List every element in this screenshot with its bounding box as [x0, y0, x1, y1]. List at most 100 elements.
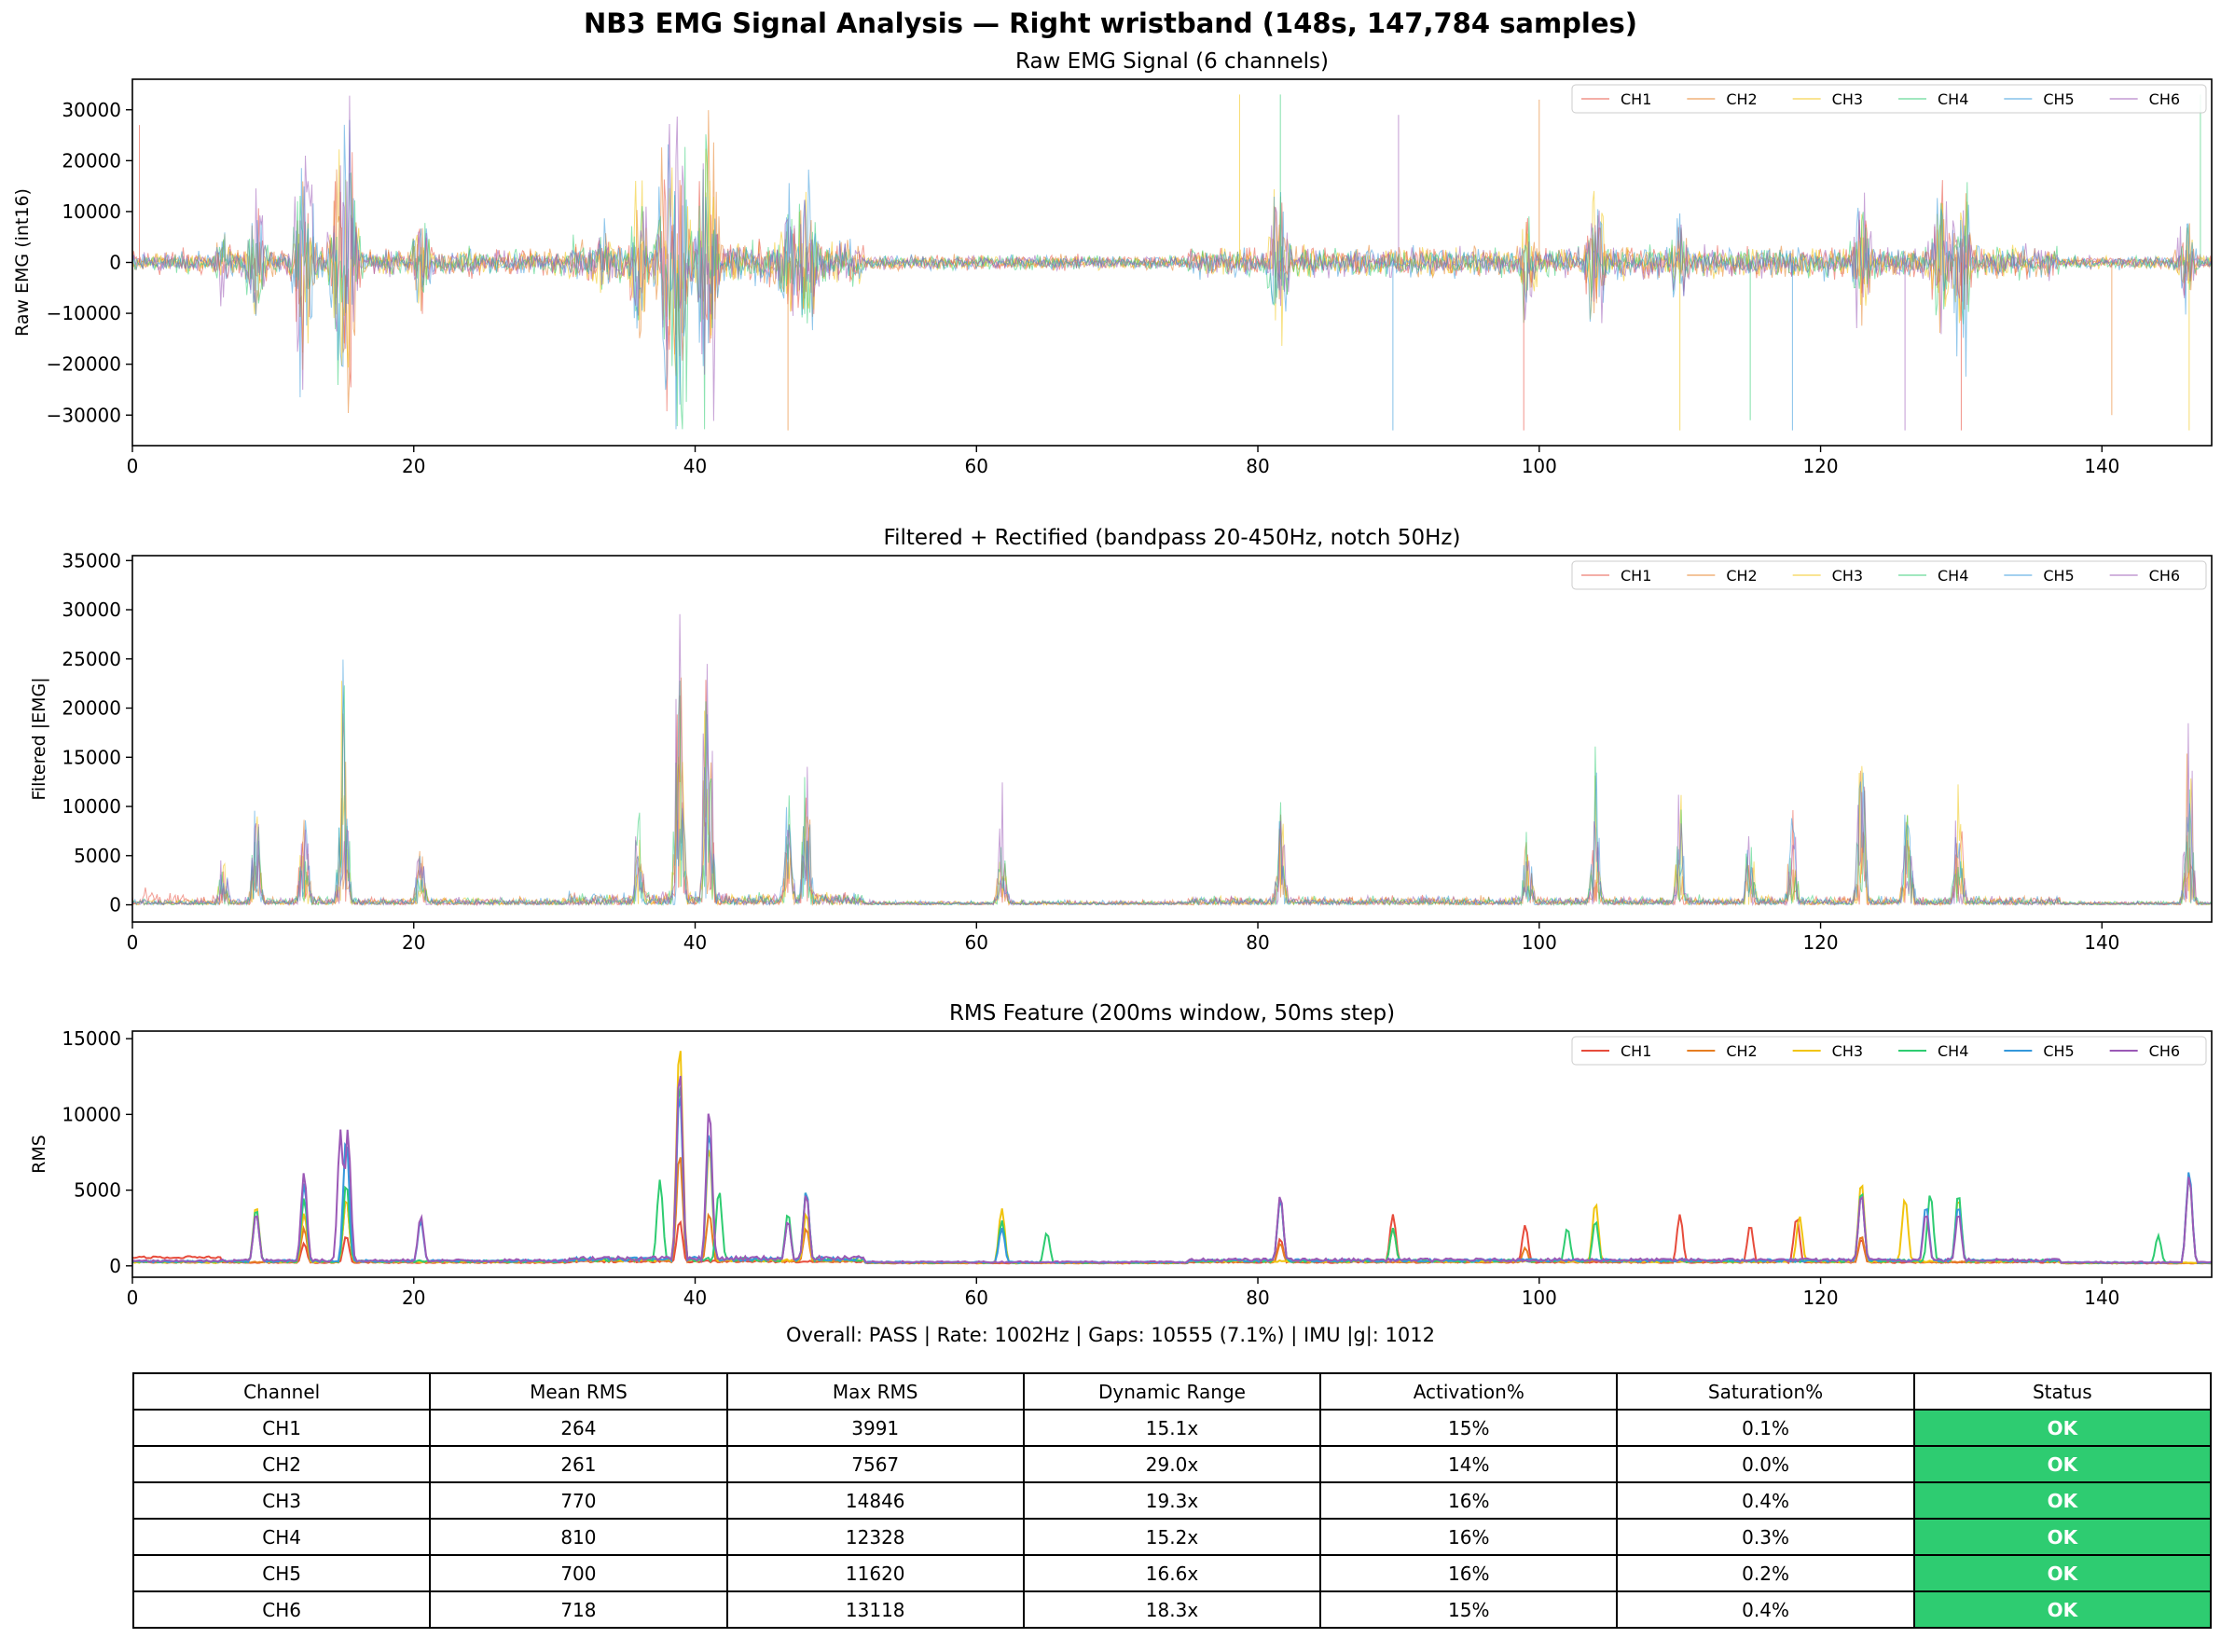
x-tick-label: 0: [127, 1287, 139, 1309]
table-cell: 14846: [725, 1481, 1025, 1520]
table-cell: 16%: [1319, 1518, 1619, 1556]
table-cell: 19.3x: [1022, 1481, 1322, 1520]
axes-frame: [131, 555, 2213, 923]
legend-label: CH1: [1621, 567, 1651, 585]
x-tick-label: 80: [1246, 1287, 1269, 1309]
y-tick-label: 10000: [62, 200, 121, 223]
table-cell: 15%: [1319, 1409, 1619, 1447]
figure-title: NB3 EMG Signal Analysis — Right wristban…: [583, 7, 1638, 39]
y-tick-label: −10000: [47, 302, 121, 324]
legend-label: CH1: [1621, 1042, 1651, 1060]
legend-label: CH4: [1938, 1042, 1968, 1060]
channel-summary-table: Channel Mean RMS Max RMS Dynamic Range A…: [131, 1372, 2213, 1629]
x-tick-label: 100: [1522, 1287, 1557, 1309]
legend-label: CH3: [1832, 567, 1863, 585]
series-ch5-line: [132, 659, 2212, 907]
table-cell: 16%: [1319, 1554, 1619, 1592]
legend-label: CH1: [1621, 90, 1651, 108]
y-tick-label: 15000: [62, 1027, 121, 1050]
status-badge: OK: [1912, 1590, 2213, 1629]
table-cell: CH1: [131, 1409, 432, 1447]
x-tick-label: 120: [1802, 931, 1838, 954]
series-ch4-line: [132, 1087, 2212, 1265]
table-cell: 718: [429, 1590, 728, 1629]
y-tick-label: 10000: [62, 795, 121, 818]
x-tick-label: 80: [1246, 931, 1269, 954]
table-row: CH1 264 3991 15.1x 15% 0.1% OK: [131, 1409, 2213, 1447]
table-header-cell: Activation%: [1319, 1372, 1619, 1411]
x-tick-label: 60: [965, 1287, 988, 1309]
table-cell: 12328: [725, 1518, 1025, 1556]
legend-label: CH3: [1832, 90, 1863, 108]
x-tick-label: 40: [683, 455, 707, 477]
table-row: CH2 261 7567 29.0x 14% 0.0% OK: [131, 1445, 2213, 1483]
table-cell: 770: [429, 1481, 728, 1520]
series-ch3-line: [132, 1051, 2212, 1265]
table-cell: 13118: [725, 1590, 1025, 1629]
legend-label: CH6: [2149, 90, 2180, 108]
legend-label: CH2: [1726, 567, 1757, 585]
y-tick-label: 20000: [62, 697, 121, 720]
table-cell: CH3: [131, 1481, 432, 1520]
x-tick-label: 60: [965, 931, 988, 954]
table-cell: 16.6x: [1022, 1554, 1322, 1592]
table-cell: 15.2x: [1022, 1518, 1322, 1556]
series-ch4-line: [132, 134, 2212, 430]
table-cell: 18.3x: [1022, 1590, 1322, 1629]
table-cell: 264: [429, 1409, 728, 1447]
legend-frame: [1571, 560, 2207, 590]
series-ch6-line: [132, 613, 2212, 907]
y-tick-label: 25000: [62, 648, 121, 670]
table-row: CH4 810 12328 15.2x 16% 0.3% OK: [131, 1518, 2213, 1556]
table-row: CH3 770 14846 19.3x 16% 0.4% OK: [131, 1481, 2213, 1520]
table-cell: 29.0x: [1022, 1445, 1322, 1483]
table-header-cell: Saturation%: [1616, 1372, 1915, 1411]
x-tick-label: 140: [2084, 931, 2119, 954]
table-cell: 3991: [725, 1409, 1025, 1447]
legend-label: CH5: [2043, 1042, 2074, 1060]
x-tick-label: 140: [2084, 455, 2119, 477]
y-tick-label: 15000: [62, 746, 121, 768]
y-tick-label: 0: [109, 252, 121, 274]
x-tick-label: 60: [965, 455, 988, 477]
legend-frame: [1571, 84, 2207, 114]
x-tick-label: 100: [1522, 931, 1557, 954]
y-tick-label: 20000: [62, 149, 121, 172]
table-cell: 0.1%: [1616, 1409, 1915, 1447]
table-row: CH5 700 11620 16.6x 16% 0.2% OK: [131, 1554, 2213, 1592]
x-tick-label: 80: [1246, 455, 1269, 477]
y-axis-label: RMS: [29, 1135, 49, 1174]
x-tick-label: 120: [1802, 455, 1838, 477]
table-header-row: Channel Mean RMS Max RMS Dynamic Range A…: [131, 1372, 2213, 1411]
table-header-cell: Channel: [131, 1372, 432, 1411]
table-cell: 0.4%: [1616, 1590, 1915, 1629]
table-header-cell: Max RMS: [725, 1372, 1025, 1411]
legend-label: CH4: [1938, 567, 1968, 585]
legend-label: CH3: [1832, 1042, 1863, 1060]
status-badge: OK: [1912, 1409, 2213, 1447]
table-cell: 0.4%: [1616, 1481, 1915, 1520]
y-tick-label: 30000: [62, 99, 121, 121]
x-tick-label: 40: [683, 931, 707, 954]
legend-label: CH5: [2043, 567, 2074, 585]
legend-frame: [1571, 1036, 2207, 1066]
overall-summary: Overall: PASS | Rate: 1002Hz | Gaps: 105…: [786, 1324, 1435, 1346]
table-cell: 810: [429, 1518, 728, 1556]
table-cell: 11620: [725, 1554, 1025, 1592]
axes-title: RMS Feature (200ms window, 50ms step): [949, 1001, 1395, 1026]
axes-title: Raw EMG Signal (6 channels): [1015, 49, 1329, 74]
table-header-cell: Dynamic Range: [1022, 1372, 1322, 1411]
y-tick-label: −30000: [47, 404, 121, 426]
x-tick-label: 140: [2084, 1287, 2119, 1309]
y-axis-label: Raw EMG (int16): [12, 188, 33, 337]
axes-frame: [131, 78, 2213, 447]
table-cell: 0.3%: [1616, 1518, 1915, 1556]
axes-title: Filtered + Rectified (bandpass 20-450Hz,…: [884, 526, 1461, 550]
series-ch1-line: [132, 680, 2212, 907]
series-ch4-line: [132, 681, 2212, 907]
status-badge: OK: [1912, 1518, 2213, 1556]
y-tick-label: 30000: [62, 599, 121, 621]
table-cell: 16%: [1319, 1481, 1619, 1520]
series-ch5-line: [132, 1097, 2212, 1264]
table-cell: CH4: [131, 1518, 432, 1556]
